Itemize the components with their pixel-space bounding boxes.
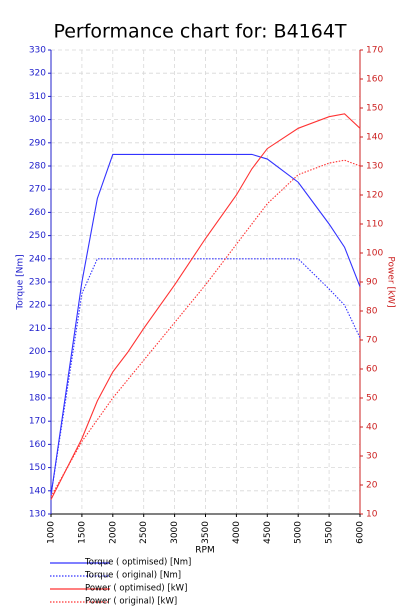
y-tick-label: 200 [29,347,46,357]
y2-tick-label: 170 [366,46,383,56]
y-tick-label: 250 [29,231,46,241]
y-tick-label: 290 [29,138,46,148]
y-tick-label: 300 [29,115,46,125]
x-tick-label: 3000 [170,521,180,544]
x-tick-label: 6000 [356,521,366,544]
legend-label: Power ( optimised) [kW] [85,584,187,594]
x-tick-label: 5000 [294,521,304,544]
y-tick-label: 240 [29,254,46,264]
y2-axis-label: Power [kW] [386,256,396,307]
x-axis-label: RPM [195,546,214,556]
x-tick-label: 2000 [108,521,118,544]
x-tick-label: 3500 [201,521,211,544]
y-tick-label: 270 [29,185,46,195]
y-tick-label: 190 [29,370,46,380]
y-tick-label: 130 [29,510,46,520]
y2-tick-label: 10 [366,510,378,520]
y2-tick-label: 110 [366,220,383,230]
legend-label: Torque ( optimised) [Nm] [84,558,191,568]
x-tick-label: 1500 [77,521,87,544]
y-tick-label: 330 [29,46,46,56]
y2-tick-label: 140 [366,133,383,143]
y2-tick-label: 130 [366,162,383,172]
series-line [50,113,361,500]
x-tick-label: 4000 [232,521,242,544]
y2-tick-label: 160 [366,75,383,85]
y2-tick-label: 50 [366,394,378,404]
y-tick-label: 220 [29,301,46,311]
legend-label: Torque ( original) [Nm] [84,571,181,581]
y-tick-label: 260 [29,208,46,218]
legend-label: Power ( original) [kW] [85,597,177,607]
y-tick-label: 210 [29,324,46,334]
y-axis-label: Torque [Nm] [16,254,26,310]
y2-tick-label: 150 [366,104,383,114]
y2-tick-label: 60 [366,365,378,375]
y2-tick-label: 70 [366,336,378,346]
y2-tick-label: 30 [366,452,378,462]
series-line [50,258,361,496]
chart-title: Performance chart for: B4164T [53,21,346,43]
y2-tick-label: 120 [366,191,383,201]
y-tick-label: 310 [29,92,46,102]
y2-tick-label: 20 [366,481,378,491]
series-line [50,153,361,496]
y-tick-label: 150 [29,463,46,473]
y-tick-label: 320 [29,69,46,79]
y-tick-label: 230 [29,278,46,288]
y-tick-label: 180 [29,394,46,404]
x-tick-label: 5500 [325,521,335,544]
series-line [50,159,361,497]
y2-tick-label: 40 [366,423,378,433]
y-tick-label: 280 [29,162,46,172]
y2-tick-label: 80 [366,307,378,317]
y2-tick-label: 90 [366,278,378,288]
y-tick-label: 140 [29,486,46,496]
y2-tick-label: 100 [366,249,383,259]
y-tick-label: 170 [29,417,46,427]
x-tick-label: 1000 [47,521,57,544]
x-tick-label: 4500 [263,521,273,544]
x-tick-label: 2500 [139,521,149,544]
y-tick-label: 160 [29,440,46,450]
